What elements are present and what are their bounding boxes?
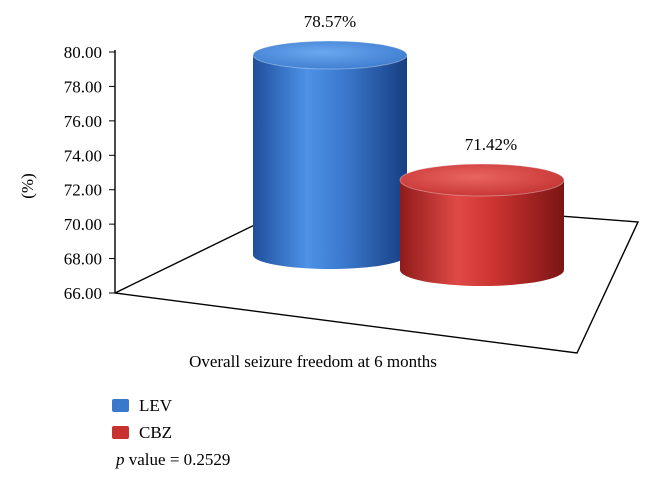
bar-lev: 78.57% [252, 12, 408, 269]
bar-body-cbz [400, 180, 564, 286]
legend-swatch-lev [112, 399, 129, 412]
p-value-note: p value = 0.2529 [116, 450, 230, 470]
legend: LEV CBZ [112, 392, 172, 446]
legend-item-lev: LEV [112, 392, 172, 419]
y-tick-label: 80.00 [64, 43, 102, 62]
legend-swatch-cbz [112, 426, 129, 439]
legend-item-cbz: CBZ [112, 419, 172, 446]
floor-plane [112, 196, 640, 354]
legend-label-lev: LEV [139, 395, 173, 415]
bar-body-lev [253, 55, 407, 269]
p-symbol: p [116, 450, 125, 469]
y-tick-label: 70.00 [64, 215, 102, 234]
y-tick-label: 76.00 [64, 112, 102, 131]
data-label-cbz: 71.42% [465, 135, 517, 154]
data-label-lev: 78.57% [304, 12, 356, 31]
y-axis-title: (%) [18, 173, 37, 198]
y-tick-label: 72.00 [64, 181, 102, 200]
bar-top-lev [252, 40, 408, 70]
y-tick-label: 74.00 [64, 146, 102, 165]
bar-top-cbz [399, 163, 565, 197]
x-axis-title: Overall seizure freedom at 6 months [189, 352, 437, 371]
y-tick-label: 68.00 [64, 250, 102, 269]
p-value-text: value = 0.2529 [124, 450, 231, 469]
legend-label-cbz: CBZ [139, 422, 173, 442]
bar-cbz: 71.42% [399, 135, 565, 286]
y-tick-label: 66.00 [64, 284, 102, 303]
y-tick-label: 78.00 [64, 77, 102, 96]
